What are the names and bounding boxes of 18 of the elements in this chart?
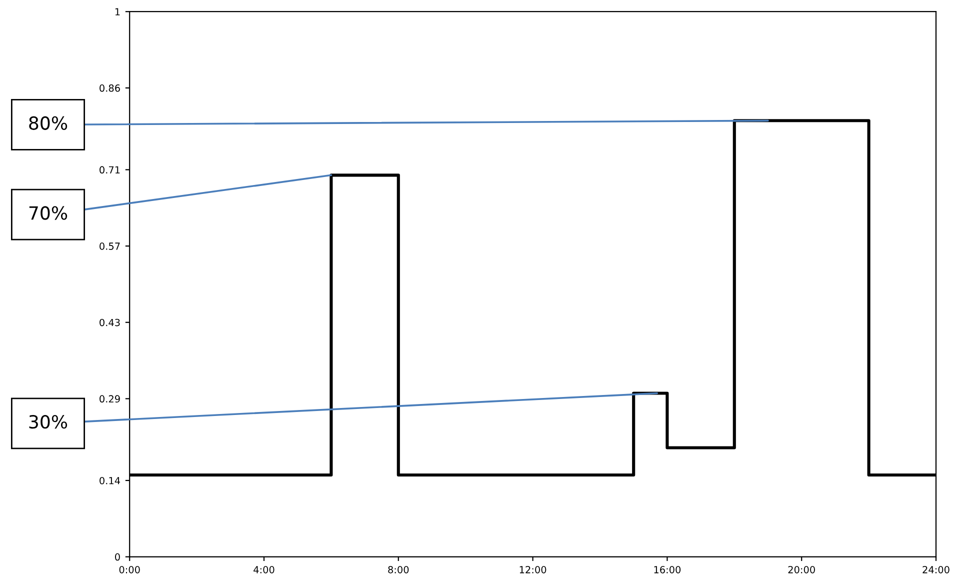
y-tick-label: 1 <box>115 8 120 16</box>
y-tick-label: 0 <box>115 553 120 561</box>
x-tick-label: 4:00 <box>254 566 274 574</box>
x-tick-label: 8:00 <box>388 566 409 574</box>
y-tick-label: 0.86 <box>100 84 120 92</box>
y-tick-label: 0.71 <box>100 166 120 174</box>
x-tick-label: 20:00 <box>788 566 815 574</box>
annotation: 70% <box>29 206 68 220</box>
x-tick-label: 16:00 <box>654 566 681 574</box>
y-tick-label: 0.57 <box>100 242 120 250</box>
y-tick-label: 0.14 <box>100 476 120 484</box>
annotation: 30% <box>29 414 68 429</box>
x-tick-label: 0:00 <box>119 566 140 574</box>
x-tick-label: 12:00 <box>520 566 546 574</box>
y-tick-label: 0.29 <box>100 395 120 403</box>
x-tick-label: 24:00 <box>922 566 950 574</box>
y-tick-label: 0.43 <box>100 318 120 326</box>
annotation: 80% <box>29 116 68 130</box>
